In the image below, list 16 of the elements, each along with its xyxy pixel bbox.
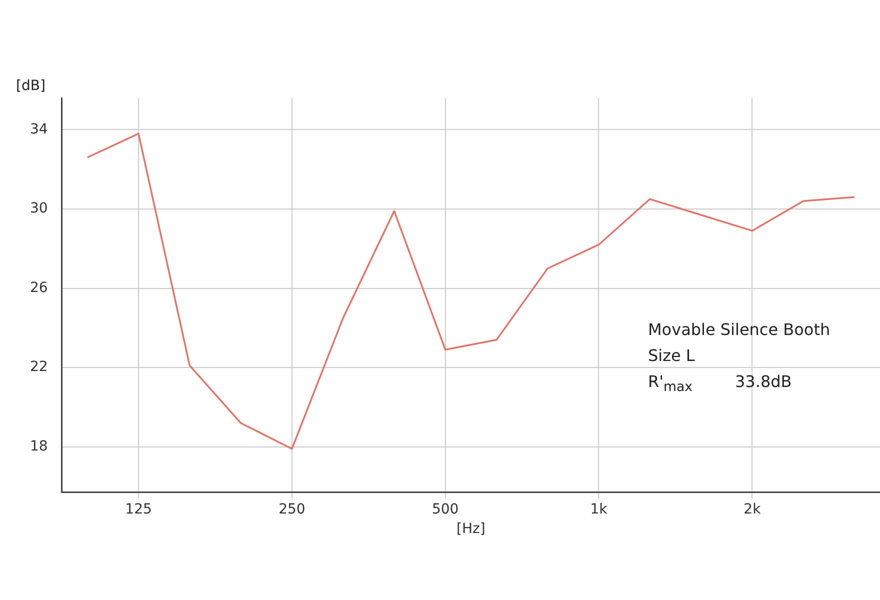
x-axis-title: [Hz] (456, 521, 486, 538)
annotation: Size L (648, 346, 695, 365)
x-tick-label: 1k (590, 501, 608, 518)
y-tick-label: 30 (30, 200, 48, 217)
x-tick-label: 2k (744, 501, 762, 518)
x-tick-label: 500 (432, 501, 459, 518)
annotation: 33.8dB (735, 372, 792, 391)
annotation: Movable Silence Booth (648, 320, 830, 339)
y-tick-label: 26 (30, 280, 48, 296)
y-tick-label: 18 (30, 438, 48, 454)
annotation: R'$_{max}$ (648, 372, 693, 396)
x-tick-label: 250 (278, 501, 306, 518)
y-tick-label: 34 (30, 121, 48, 138)
x-tick-label: 125 (125, 501, 152, 518)
y-axis-title: [dB] (16, 78, 46, 94)
y-tick-label: 22 (30, 359, 48, 376)
